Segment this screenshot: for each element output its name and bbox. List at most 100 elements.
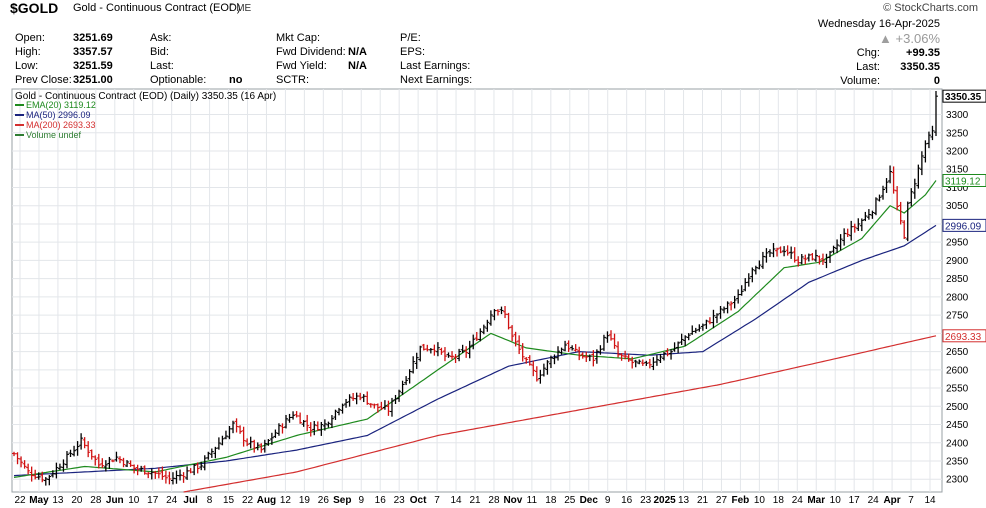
ohlc-bar: [817, 255, 822, 265]
x-tick-label: 23: [394, 495, 406, 506]
ohlc-bar: [139, 465, 144, 472]
ohlc-bar: [61, 459, 66, 472]
y-tick-label: 2600: [946, 365, 969, 376]
ohlc-bar: [725, 301, 730, 314]
ma200-layer: [183, 335, 937, 493]
ohlc-bar: [365, 391, 370, 405]
ohlc-bar: [301, 420, 306, 427]
ohlc-bar: [873, 197, 878, 216]
legend-item: EMA(20) 3119.12: [26, 100, 96, 110]
ohlc-bar: [718, 305, 723, 319]
ohlc-bar: [446, 352, 451, 358]
ema20-line: [13, 180, 937, 478]
ohlc-bar: [241, 426, 246, 447]
ticker-symbol: $GOLD: [10, 0, 59, 16]
ohlc-bar: [142, 465, 147, 475]
ohlc-bar: [686, 333, 691, 341]
ohlc-bar: [697, 324, 702, 332]
x-tick-label: 13: [52, 495, 64, 506]
ohlc-bar: [902, 220, 907, 240]
ohlc-bar: [485, 319, 490, 332]
x-tick-label: 14: [924, 495, 936, 506]
exchange-label: CME: [229, 3, 252, 14]
x-tick-label: Sep: [333, 495, 351, 506]
price-tag: 2693.33: [942, 329, 986, 343]
ohlc-bar: [888, 165, 893, 184]
x-tick-label: Mar: [807, 495, 825, 506]
ohlc-bar: [329, 415, 334, 429]
x-tick-label: 16: [375, 495, 387, 506]
x-axis: 22 May 13 20 28 Jun 10 17 24 Jul 8 15 22 Aug 12 19 26 Sep…: [14, 495, 936, 506]
ohlc-bar: [22, 460, 27, 469]
x-tick-label: 17: [147, 495, 159, 506]
price-tag-label: 3350.35: [945, 92, 982, 103]
ohlc-bar: [418, 345, 423, 362]
ohlc-bar: [216, 437, 221, 450]
ohlc-bar: [481, 324, 486, 335]
ohlc-bar: [746, 273, 751, 287]
ohlc-bar: [693, 327, 698, 334]
ohlc-bar: [891, 166, 896, 194]
y-tick-label: 2850: [946, 274, 969, 285]
x-tick-label: 22: [242, 495, 254, 506]
fwd-dividend-value: N/A: [348, 46, 367, 58]
x-tick-label: Nov: [503, 495, 522, 506]
ohlc-bar: [488, 310, 493, 326]
x-tick-label: Feb: [732, 495, 750, 506]
ohlc-bar: [414, 352, 419, 369]
ohlc-bar: [347, 394, 352, 407]
ohlc-bar: [775, 247, 780, 257]
price-tag-label: 3119.12: [945, 176, 981, 187]
ohlc-bar: [209, 448, 214, 458]
x-tick-label: 11: [527, 495, 538, 506]
last-price-value: 3350.35: [900, 61, 940, 73]
x-tick-label: 10: [754, 495, 766, 506]
ma50-line: [13, 224, 937, 477]
y-tick-label: 3200: [946, 147, 969, 158]
pe-label: P/E:: [400, 32, 421, 44]
ohlc-bar: [181, 472, 186, 483]
x-tick-label: 25: [564, 495, 576, 506]
ohlc-bar: [340, 403, 345, 414]
y-tick-label: 3300: [946, 110, 969, 121]
ohlc-bar: [40, 471, 45, 483]
ohlc-bar: [298, 412, 303, 424]
fwd-dividend-label: Fwd Dividend:: [276, 46, 346, 58]
ohlc-bar: [117, 456, 122, 464]
ohlc-bar: [623, 350, 628, 360]
ohlc-bar: [789, 246, 794, 259]
ohlc-bar: [125, 460, 130, 468]
ohlc-bar: [397, 389, 402, 402]
ohlc-bar: [570, 345, 575, 351]
ohlc-bar: [813, 249, 818, 262]
ohlc-bar: [884, 178, 889, 193]
ohlc-bar: [121, 457, 126, 468]
ohlc-bar: [336, 407, 341, 416]
ohlc-bar: [319, 421, 324, 436]
chart-grid: [12, 89, 942, 492]
ohlc-bar: [556, 346, 561, 361]
ohlc-bar: [79, 433, 84, 450]
ohlc-bar: [679, 333, 684, 345]
prev-close-label: Prev Close:: [15, 74, 72, 86]
brand-link[interactable]: © StockCharts.com: [883, 2, 978, 14]
ohlc-bar: [764, 248, 769, 263]
x-tick-label: 24: [166, 495, 178, 506]
ohlc-bar: [68, 449, 73, 457]
price-tag-label: 2693.33: [945, 332, 982, 343]
ohlc-bar: [72, 445, 77, 457]
ohlc-bar: [450, 351, 455, 360]
ohlc-bar: [654, 355, 659, 366]
x-tick-label: Dec: [580, 495, 599, 506]
ohlc-bar: [499, 306, 504, 315]
x-tick-label: 9: [605, 495, 611, 506]
ohlc-bar: [432, 344, 437, 356]
ohlc-bar: [266, 439, 271, 446]
ohlc-bar: [132, 464, 137, 474]
ohlc-bar: [548, 355, 553, 368]
ohlc-bar: [358, 392, 363, 401]
ohlc-bar: [36, 472, 41, 480]
ohlc-bar: [831, 245, 836, 254]
ohlc-bar: [909, 188, 914, 207]
x-tick-label: 7: [908, 495, 914, 506]
